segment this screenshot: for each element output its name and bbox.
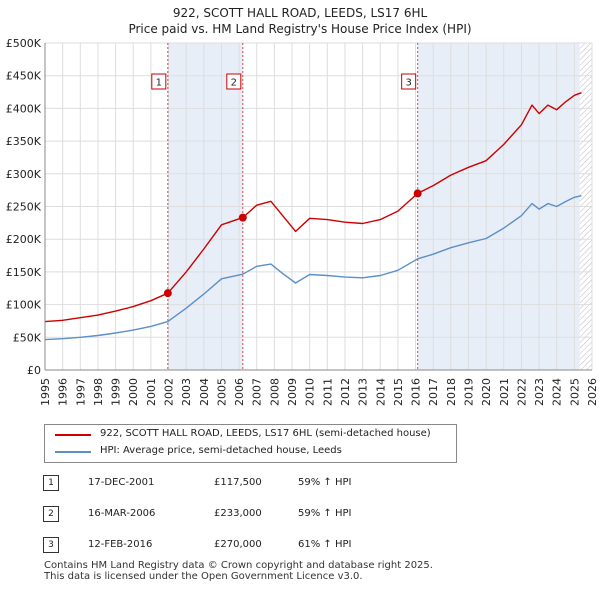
sale-hpi-change: 59% ↑ HPI — [298, 508, 352, 519]
x-tick-label: 2024 — [551, 378, 564, 406]
y-tick-label: £450K — [6, 70, 42, 83]
y-tick-label: £300K — [6, 168, 42, 181]
sale-marker-box — [401, 73, 417, 90]
x-tick-label: 2003 — [180, 378, 193, 406]
x-tick-label: 1995 — [39, 378, 52, 406]
x-tick-label: 2014 — [374, 378, 387, 406]
x-tick-label: 1997 — [74, 378, 87, 406]
x-tick-label: 2013 — [357, 378, 370, 406]
sale-marker-label: 1 — [156, 78, 162, 89]
x-tick-label: 2026 — [586, 378, 599, 406]
title-line-2: Price paid vs. HM Land Registry's House … — [128, 22, 472, 36]
sale-price: £270,000 — [214, 539, 262, 550]
legend-red-swatch — [55, 434, 91, 436]
footer-copyright: Contains HM Land Registry data © Crown c… — [44, 560, 433, 571]
chart-title: 922, SCOTT HALL ROAD, LEEDS, LS17 6HL Pr… — [0, 5, 600, 37]
sale-point — [163, 289, 172, 298]
sale-row: 2 16-MAR-2006 £233,000 59% ↑ HPI — [0, 506, 600, 526]
x-tick-label: 2006 — [233, 378, 246, 406]
x-tick-label: 2010 — [304, 378, 317, 406]
x-tick-label: 1999 — [110, 378, 123, 406]
y-tick-label: £0 — [27, 364, 41, 377]
x-tick-label: 2002 — [163, 378, 176, 406]
y-tick-label: £500K — [6, 37, 42, 50]
x-tick-label: 2019 — [462, 378, 475, 406]
y-tick-label: £50K — [13, 331, 42, 344]
x-tick-label: 2017 — [427, 378, 440, 406]
price-paid-line — [44, 92, 582, 323]
footer-licence: This data is licensed under the Open Gov… — [44, 571, 363, 582]
x-tick-label: 2009 — [286, 378, 299, 406]
x-tick-label: 2021 — [498, 378, 511, 406]
x-tick-label: 2020 — [480, 378, 493, 406]
legend: 922, SCOTT HALL ROAD, LEEDS, LS17 6HL (s… — [44, 424, 457, 463]
sale-marker-label: 2 — [231, 78, 237, 89]
legend-property-label: 922, SCOTT HALL ROAD, LEEDS, LS17 6HL (s… — [100, 428, 431, 439]
price-chart: 1 2 3 £0 £50K £100K £150K £200K £250K £300K £350K… — [6, 37, 599, 406]
y-tick-label: £150K — [6, 266, 42, 279]
sale-number-badge: 3 — [43, 537, 59, 553]
y-tick-label: £100K — [6, 299, 42, 312]
sale-point — [413, 189, 422, 198]
sale-row: 1 17-DEC-2001 £117,500 59% ↑ HPI — [0, 475, 600, 495]
x-tick-label: 2022 — [515, 378, 528, 406]
sale-price: £117,500 — [214, 477, 262, 488]
x-tick-label: 2015 — [392, 378, 405, 406]
hpi-line — [44, 195, 582, 341]
title-line-1: 922, SCOTT HALL ROAD, LEEDS, LS17 6HL — [172, 6, 428, 20]
sale-date: 17-DEC-2001 — [88, 477, 155, 488]
x-tick-label: 2007 — [251, 378, 264, 406]
y-tick-label: £200K — [6, 233, 42, 246]
x-tick-label: 2016 — [410, 378, 423, 406]
sale-number-badge: 2 — [43, 506, 59, 522]
sale-price: £233,000 — [214, 508, 262, 519]
x-tick-label: 2000 — [127, 378, 140, 406]
sale-row: 3 12-FEB-2016 £270,000 61% ↑ HPI — [0, 537, 600, 557]
sale-hpi-change: 61% ↑ HPI — [298, 539, 352, 550]
x-tick-label: 2008 — [268, 378, 281, 406]
x-tick-label: 2023 — [533, 378, 546, 406]
x-tick-label: 1998 — [92, 378, 105, 406]
x-tick-label: 2012 — [339, 378, 352, 406]
x-tick-label: 2001 — [145, 378, 158, 406]
x-tick-label: 2011 — [321, 378, 334, 406]
legend-blue-swatch — [55, 451, 91, 453]
y-tick-label: £350K — [6, 135, 42, 148]
legend-item-property: 922, SCOTT HALL ROAD, LEEDS, LS17 6HL (s… — [45, 427, 456, 443]
sale-marker-label: 3 — [405, 78, 411, 89]
footer: Contains HM Land Registry data © Crown c… — [44, 560, 433, 582]
y-tick-label: £250K — [6, 201, 42, 214]
legend-hpi-label: HPI: Average price, semi-detached house,… — [100, 445, 342, 456]
x-tick-label: 2018 — [445, 378, 458, 406]
sale-marker-box — [226, 73, 242, 90]
sale-hpi-change: 59% ↑ HPI — [298, 477, 352, 488]
x-tick-label: 1996 — [57, 378, 70, 406]
sale-number-badge: 1 — [43, 475, 59, 491]
y-tick-label: £400K — [6, 102, 42, 115]
x-tick-label: 2004 — [198, 378, 211, 406]
sale-point — [238, 213, 247, 222]
legend-item-hpi: HPI: Average price, semi-detached house,… — [45, 444, 456, 460]
sale-marker-box — [151, 73, 167, 90]
sale-date: 12-FEB-2016 — [88, 539, 153, 550]
x-tick-label: 2005 — [215, 378, 228, 406]
sale-date: 16-MAR-2006 — [88, 508, 156, 519]
x-tick-label: 2025 — [568, 378, 581, 406]
